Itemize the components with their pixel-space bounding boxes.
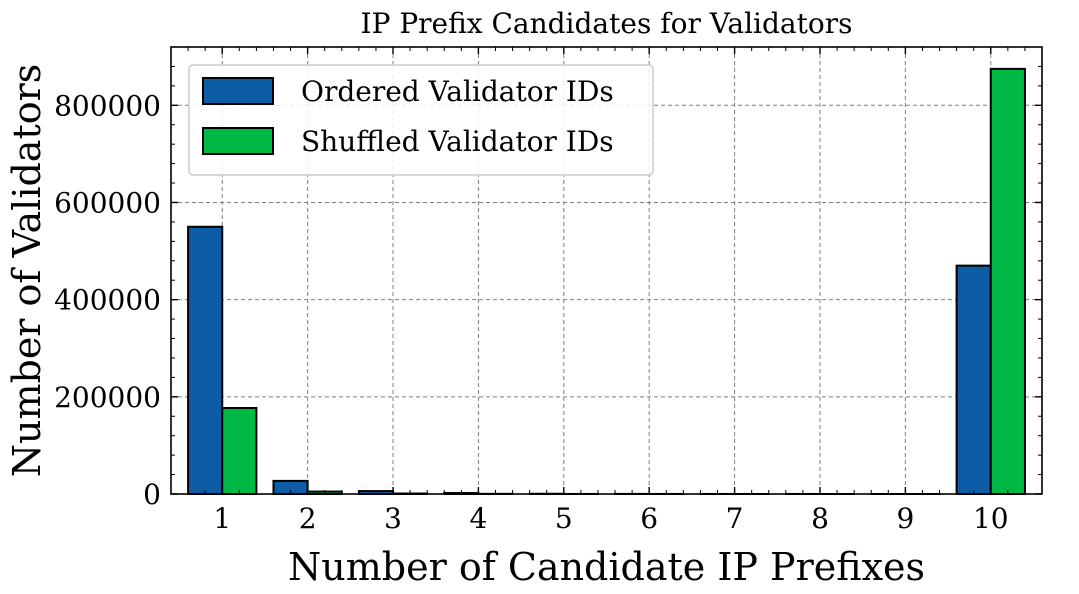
plot-frame <box>170 46 1043 495</box>
legend-swatch <box>202 127 274 155</box>
x-tick-label: 10 <box>973 502 1009 535</box>
x-tick-label: 2 <box>299 502 317 535</box>
y-tick-label: 200000 <box>54 381 161 414</box>
legend: Ordered Validator IDs Shuffled Validator … <box>188 64 654 176</box>
x-axis-label: Number of Candidate IP Prefixes <box>288 545 925 589</box>
bar-shuffled-1 <box>221 407 258 496</box>
x-tick-label: 9 <box>896 502 914 535</box>
axis-ticks: 1 2 3 4 5 6 7 8 9 10 0 200000 400000 600000 800000 <box>54 46 1043 535</box>
x-tick-label: 3 <box>384 502 402 535</box>
legend-label: Shuffled Validator IDs <box>301 125 614 158</box>
legend-swatch <box>202 77 274 105</box>
x-tick-label: 8 <box>811 502 829 535</box>
y-tick-label: 400000 <box>54 284 161 317</box>
bar-ordered-1 <box>187 225 224 496</box>
y-tick-label: 0 <box>143 478 161 511</box>
x-tick-label: 1 <box>213 502 231 535</box>
y-tick-label: 800000 <box>54 89 161 122</box>
x-tick-label: 5 <box>555 502 573 535</box>
x-tick-label: 7 <box>726 502 744 535</box>
x-tick-label: 4 <box>469 502 487 535</box>
legend-box <box>188 64 654 176</box>
legend-label: Ordered Validator IDs <box>301 75 614 108</box>
bar-shuffled-10 <box>989 67 1026 495</box>
chart-title: IP Prefix Candidates for Validators <box>361 7 853 40</box>
y-tick-label: 600000 <box>54 186 161 219</box>
y-axis-label: Number of Validators <box>5 64 49 478</box>
x-tick-label: 6 <box>640 502 658 535</box>
bar-ordered-10 <box>955 264 992 495</box>
